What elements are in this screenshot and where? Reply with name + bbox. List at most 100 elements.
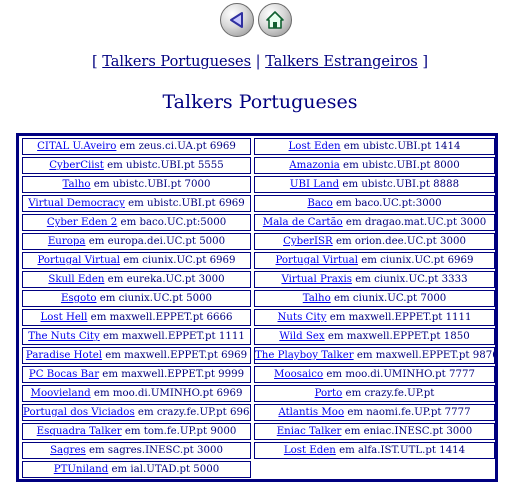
talker-cell: Talho em ubistc.UBI.pt 7000 xyxy=(22,176,251,193)
talker-link[interactable]: Moovieland xyxy=(30,388,91,399)
talker-cell: Portugal Virtual em ciunix.UC.pt 6969 xyxy=(254,252,495,269)
talker-link[interactable]: Lost Eden xyxy=(288,141,341,152)
talker-link[interactable]: Lost Eden xyxy=(283,445,336,456)
talker-host: em ubistc.UBI.pt 8000 xyxy=(339,160,460,171)
talker-cell: Mala de Cartão em dragao.mat.UC.pt 3000 xyxy=(254,214,495,231)
talker-link[interactable]: CyberCiist xyxy=(49,160,104,171)
talker-cell: Virtual Praxis em ciunix.UC.pt 3333 xyxy=(254,271,495,288)
talker-link[interactable]: Portugal dos Viciados xyxy=(23,407,135,418)
talker-cell: Moovieland em moo.di.UMINHO.pt 6969 xyxy=(22,385,251,402)
talker-cell: Moosaico em moo.di.UMINHO.pt 7777 xyxy=(254,366,495,383)
talker-link[interactable]: Amazonia xyxy=(289,160,340,171)
talker-link[interactable]: Nuts City xyxy=(277,312,327,323)
talker-cell: PTUniland em ial.UTAD.pt 5000 xyxy=(22,461,251,478)
talker-cell: Talho em ciunix.UC.pt 7000 xyxy=(254,290,495,307)
talker-cell: Porto em crazy.fe.UP.pt xyxy=(254,385,495,402)
talker-host: em baco.UC.pt:5000 xyxy=(117,217,227,228)
talker-link[interactable]: Portugal Virtual xyxy=(37,255,120,266)
talker-cell: Paradise Hotel em maxwell.EPPET.pt 6969 xyxy=(22,347,251,364)
talker-link[interactable]: Moosaico xyxy=(274,369,324,380)
talker-host: em eureka.UC.pt 3000 xyxy=(104,274,225,285)
talker-cell: PC Bocas Bar em maxwell.EPPET.pt 9999 xyxy=(22,366,251,383)
talker-host: em ubistc.UBI.pt 8888 xyxy=(339,179,460,190)
section-links: [ Talkers Portugueses | Talkers Estrange… xyxy=(0,54,520,70)
link-talkers-estrangeiros[interactable]: Talkers Estrangeiros xyxy=(265,54,418,70)
talker-cell: CITAL U.Aveiro em zeus.ci.UA.pt 6969 xyxy=(22,138,251,155)
page-title: Talkers Portugueses xyxy=(162,91,358,113)
talker-host: em alfa.IST.UTL.pt 1414 xyxy=(335,445,466,456)
talker-link[interactable]: CITAL U.Aveiro xyxy=(37,141,117,152)
talker-host: em maxwell.EPPET.pt 1111 xyxy=(326,312,472,323)
talker-host: em maxwell.EPPET.pt 6969 xyxy=(102,350,248,361)
talker-cell: Cyber Eden 2 em baco.UC.pt:5000 xyxy=(22,214,251,231)
talker-link[interactable]: Eniac Talker xyxy=(276,426,342,437)
talker-host: em maxwell.EPPET.pt 9876 xyxy=(353,350,495,361)
talker-link[interactable]: Virtual Democracy xyxy=(28,198,125,209)
talker-host: em ciunix.UC.pt 6969 xyxy=(119,255,236,266)
talker-host: em maxwell.EPPET.pt 1111 xyxy=(99,331,245,342)
talker-host: em dragao.mat.UC.pt 3000 xyxy=(342,217,487,228)
bracket-open: [ xyxy=(91,54,103,70)
talker-link[interactable]: Mala de Cartão xyxy=(262,217,343,228)
talker-host: em moo.di.UMINHO.pt 6969 xyxy=(90,388,243,399)
home-icon[interactable] xyxy=(258,3,292,37)
talker-host: em moo.di.UMINHO.pt 7777 xyxy=(323,369,475,380)
talker-link[interactable]: The Playboy Talker xyxy=(255,350,354,361)
talker-host: em maxwell.EPPET.pt 6666 xyxy=(87,312,233,323)
talker-cell: Sagres em sagres.INESC.pt 3000 xyxy=(22,442,251,459)
talker-cell: Portugal dos Viciados em crazy.fe.UP.pt … xyxy=(22,404,251,421)
talker-link[interactable]: Esgoto xyxy=(60,293,97,304)
talker-link[interactable]: UBI Land xyxy=(289,179,340,190)
talker-cell: The Playboy Talker em maxwell.EPPET.pt 9… xyxy=(254,347,495,364)
talker-cell: Lost Eden em ubistc.UBI.pt 1414 xyxy=(254,138,495,155)
talker-host: em maxwell.EPPET.pt 1850 xyxy=(324,331,470,342)
talker-host: em eniac.INESC.pt 3000 xyxy=(341,426,473,437)
talker-cell: Nuts City em maxwell.EPPET.pt 1111 xyxy=(254,309,495,326)
talker-cell: The Nuts City em maxwell.EPPET.pt 1111 xyxy=(22,328,251,345)
talker-cell: CyberCiist em ubistc.UBI.pt 5555 xyxy=(22,157,251,174)
talker-link[interactable]: Virtual Praxis xyxy=(281,274,353,285)
back-arrow-icon[interactable] xyxy=(220,3,254,37)
link-talkers-portugueses[interactable]: Talkers Portugueses xyxy=(102,54,252,70)
talker-link[interactable]: Esquadra Talker xyxy=(36,426,122,437)
talker-link[interactable]: Paradise Hotel xyxy=(25,350,103,361)
talker-link[interactable]: Skull Eden xyxy=(48,274,105,285)
talker-cell: UBI Land em ubistc.UBI.pt 8888 xyxy=(254,176,495,193)
talker-link[interactable]: Atlantis Moo xyxy=(278,407,345,418)
talker-link[interactable]: Sagres xyxy=(50,445,86,456)
talker-host: em orion.dee.UC.pt 3000 xyxy=(332,236,466,247)
talker-link[interactable]: PTUniland xyxy=(53,464,109,475)
talker-cell: Portugal Virtual em ciunix.UC.pt 6969 xyxy=(22,252,251,269)
talker-link[interactable]: Cyber Eden 2 xyxy=(46,217,118,228)
talker-cell: Baco em baco.UC.pt:3000 xyxy=(254,195,495,212)
talker-cell: Amazonia em ubistc.UBI.pt 8000 xyxy=(254,157,495,174)
talker-link[interactable]: CyberISR xyxy=(283,236,333,247)
talker-link[interactable]: Wild Sex xyxy=(279,331,325,342)
talker-host: em baco.UC.pt:3000 xyxy=(332,198,442,209)
talker-host: em ubistc.UBI.pt 1414 xyxy=(340,141,461,152)
talker-link[interactable]: The Nuts City xyxy=(28,331,100,342)
talkers-grid: CITAL U.Aveiro em zeus.ci.UA.pt 6969 Lost… xyxy=(22,138,495,478)
talker-cell: Lost Hell em maxwell.EPPET.pt 6666 xyxy=(22,309,251,326)
talker-host: em ubistc.UBI.pt 6969 xyxy=(124,198,245,209)
talker-link[interactable]: PC Bocas Bar xyxy=(28,369,100,380)
talker-link[interactable]: Talho xyxy=(62,179,91,190)
talker-link[interactable]: Europa xyxy=(47,236,86,247)
talkers-table: CITAL U.Aveiro em zeus.ci.UA.pt 6969 Lost… xyxy=(16,133,498,482)
talker-cell: Esquadra Talker em tom.fe.UP.pt 9000 xyxy=(22,423,251,440)
talker-cell: Europa em europa.dei.UC.pt 5000 xyxy=(22,233,251,250)
talker-cell: CyberISR em orion.dee.UC.pt 3000 xyxy=(254,233,495,250)
talker-cell: Wild Sex em maxwell.EPPET.pt 1850 xyxy=(254,328,495,345)
talker-host: em tom.fe.UP.pt 9000 xyxy=(121,426,237,437)
talker-link[interactable]: Porto xyxy=(314,388,343,399)
talker-host: em naomi.fe.UP.pt 7777 xyxy=(344,407,471,418)
talker-host: em ciunix.UC.pt 7000 xyxy=(330,293,447,304)
talker-host: em ubistc.UBI.pt 7000 xyxy=(90,179,211,190)
talker-link[interactable]: Baco xyxy=(307,198,333,209)
talker-cell: Virtual Democracy em ubistc.UBI.pt 6969 xyxy=(22,195,251,212)
talker-link[interactable]: Lost Hell xyxy=(40,312,88,323)
talker-link[interactable]: Talho xyxy=(302,293,331,304)
talker-host: em ciunix.UC.pt 5000 xyxy=(96,293,213,304)
talker-link[interactable]: Portugal Virtual xyxy=(275,255,358,266)
empty-cell xyxy=(254,461,495,478)
